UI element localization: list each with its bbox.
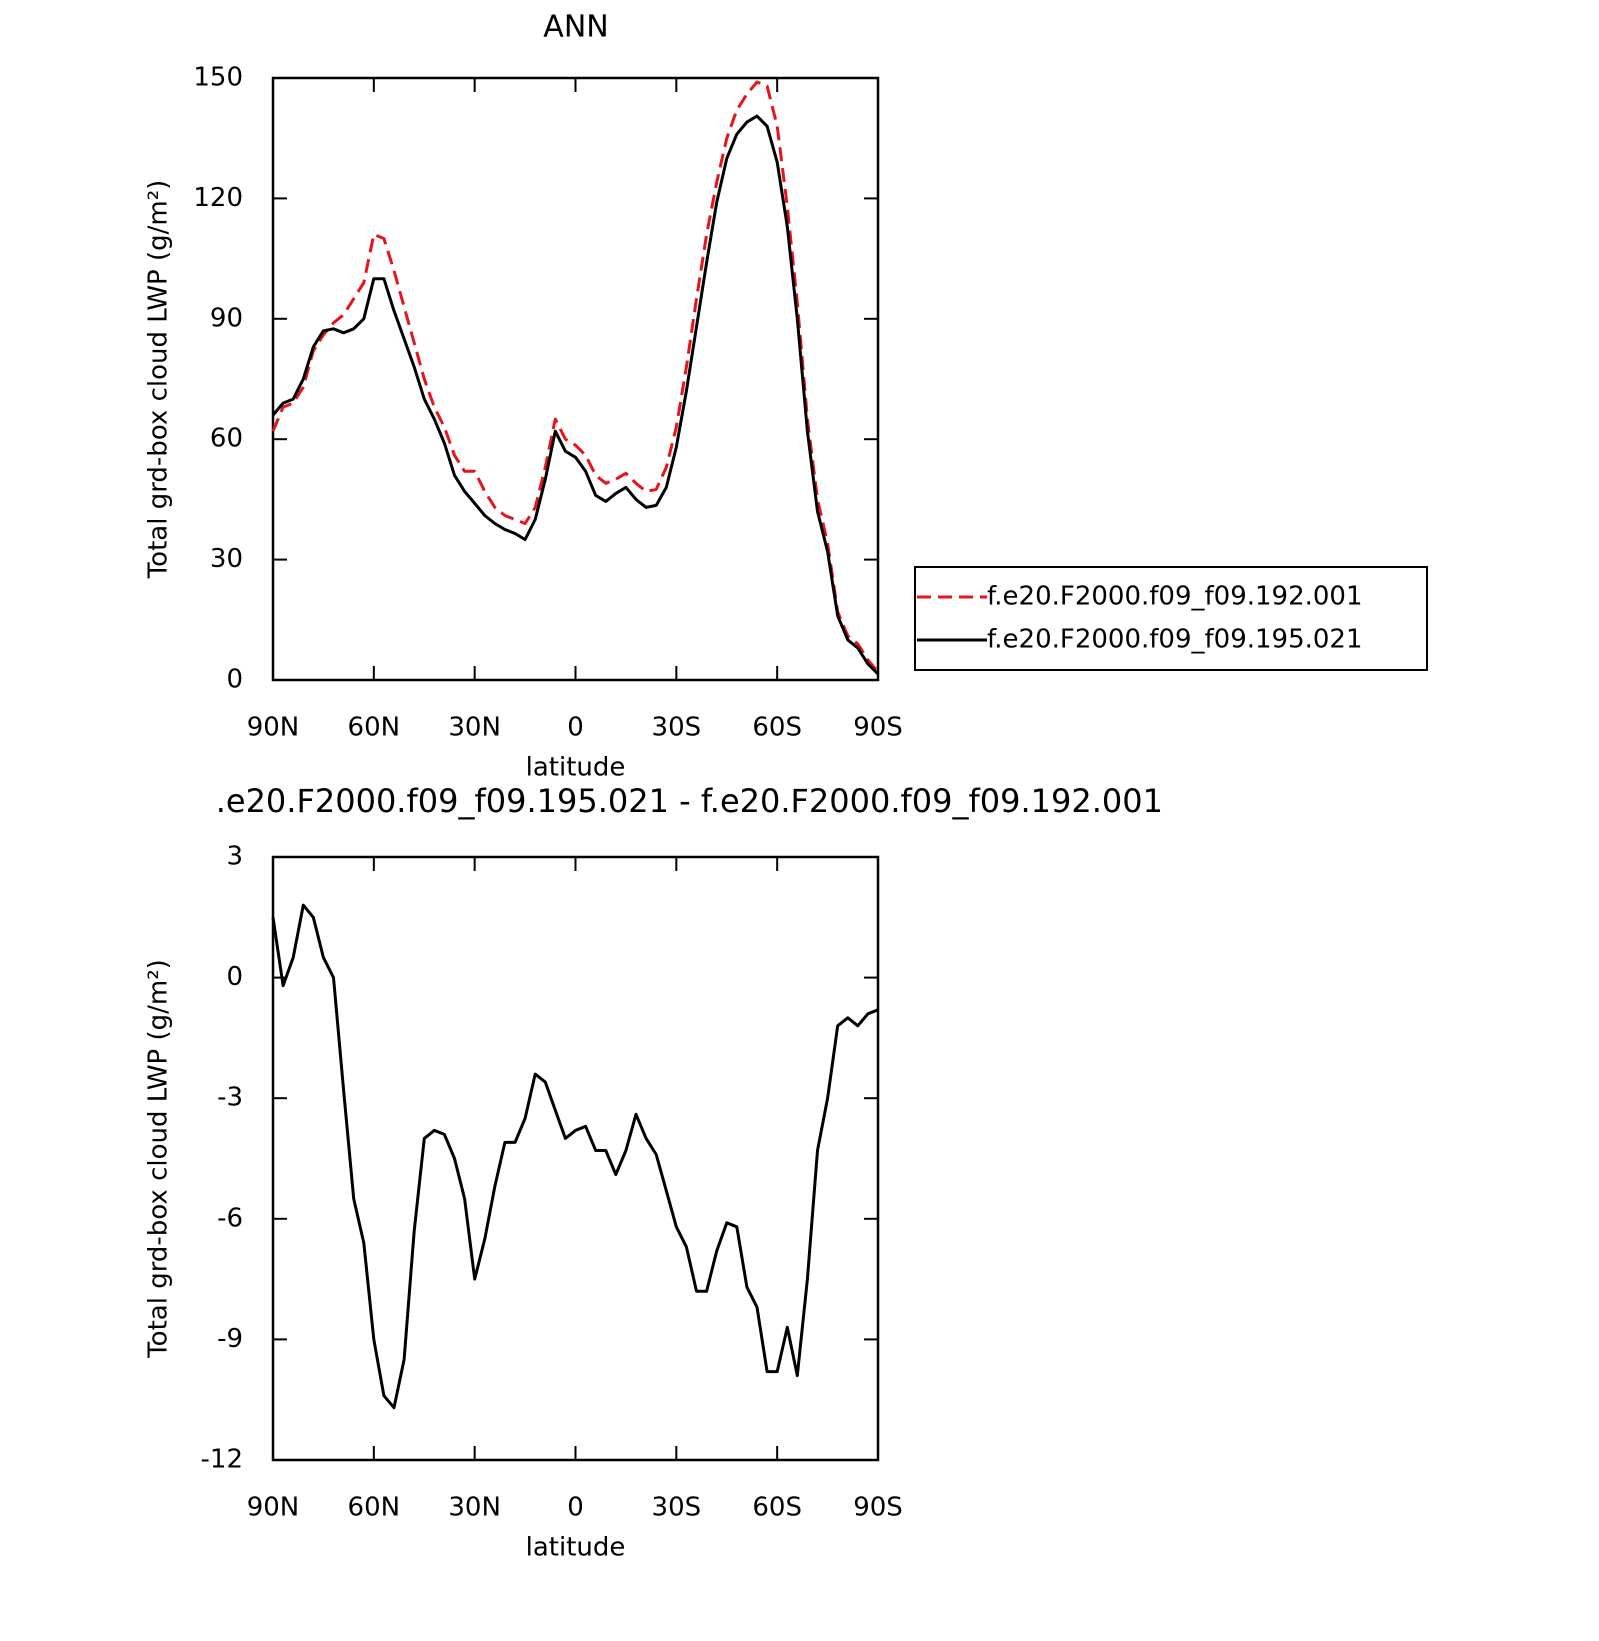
y-tick-label: -6 [217, 1203, 243, 1233]
y-tick-label: 0 [226, 665, 243, 695]
data-line [271, 80, 880, 673]
y-tick-label: -9 [217, 1324, 243, 1354]
x-tick-label: 60S [752, 713, 802, 743]
y-tick-label: 150 [193, 63, 243, 93]
plot-frame [271, 76, 880, 682]
y-tick-label: 3 [226, 842, 243, 872]
x-tick-label: 90S [853, 713, 903, 743]
y-tick-label: 60 [210, 424, 243, 454]
data-line [271, 114, 880, 676]
y-axis-label: Total grd-box cloud LWP (g/m²) [144, 180, 174, 580]
x-tick-label: 60N [348, 1493, 401, 1523]
y-tick-label: 90 [210, 303, 243, 333]
x-axis-label: latitude [526, 753, 626, 783]
x-tick-label: 30S [652, 713, 702, 743]
x-tick-label: 30N [448, 713, 501, 743]
x-tick-label: 60S [752, 1493, 802, 1523]
y-axis-label: Total grd-box cloud LWP (g/m²) [144, 959, 174, 1359]
data-line [271, 903, 879, 1410]
x-tick-label: 30N [448, 1493, 501, 1523]
x-tick-label: 0 [567, 713, 584, 743]
chart-title: .e20.F2000.f09_f09.195.021 - f.e20.F2000… [216, 782, 1163, 820]
plot-frame [271, 855, 880, 1462]
x-axis-label: latitude [526, 1533, 626, 1563]
chart-title: ANN [543, 10, 608, 45]
x-tick-label: 60N [348, 713, 401, 743]
y-tick-label: -3 [217, 1083, 243, 1113]
x-tick-label: 90N [247, 1493, 300, 1523]
x-tick-label: 30S [652, 1493, 702, 1523]
y-tick-label: 0 [226, 962, 243, 992]
x-tick-label: 90S [853, 1493, 903, 1523]
x-tick-label: 0 [567, 1493, 584, 1523]
y-tick-label: 30 [210, 544, 243, 574]
legend-box [914, 566, 1428, 671]
legend-label: f.e20.F2000.f09_f09.192.001 [987, 582, 1363, 612]
y-tick-label: 120 [193, 183, 243, 213]
legend-label: f.e20.F2000.f09_f09.195.021 [987, 625, 1363, 655]
x-tick-label: 90N [247, 713, 300, 743]
y-tick-label: -12 [201, 1445, 243, 1475]
